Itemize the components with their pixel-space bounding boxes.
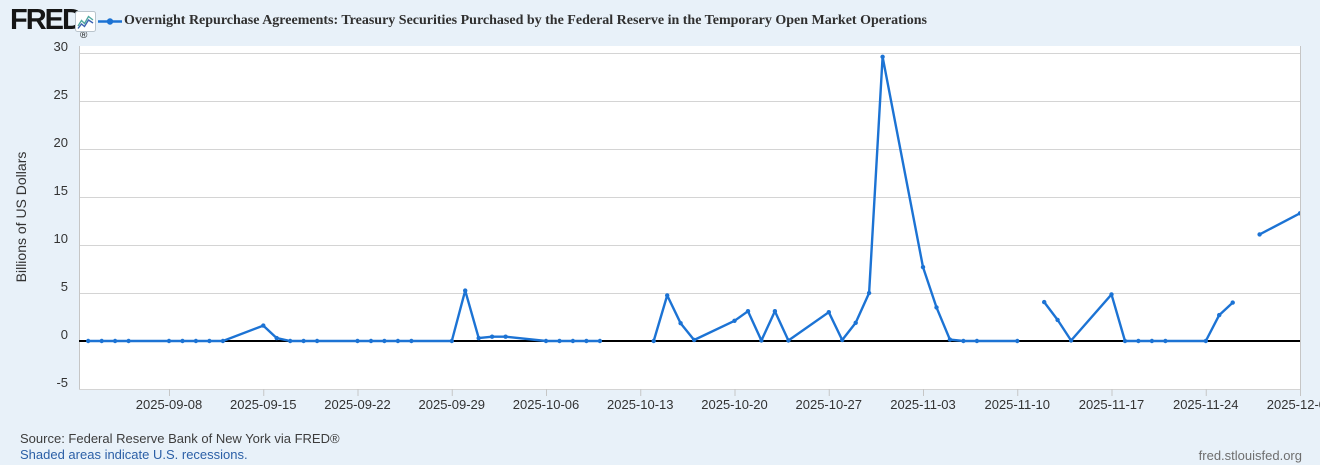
plot-area	[79, 46, 1300, 389]
svg-text:2025-11-10: 2025-11-10	[984, 397, 1050, 412]
svg-text:30: 30	[54, 39, 68, 54]
fred-logo-text: FRED	[10, 4, 83, 36]
svg-text:25: 25	[54, 87, 68, 102]
source-text: Source: Federal Reserve Bank of New York…	[20, 431, 340, 446]
recession-note-link[interactable]: Shaded areas indicate U.S. recessions.	[20, 447, 248, 462]
svg-text:2025-11-24: 2025-11-24	[1173, 397, 1239, 412]
svg-text:15: 15	[54, 183, 68, 198]
svg-text:0: 0	[61, 327, 68, 342]
sparkline-chart-icon	[75, 11, 96, 32]
svg-text:-5: -5	[56, 375, 68, 390]
svg-text:2025-09-15: 2025-09-15	[230, 397, 297, 412]
chart-title: Overnight Repurchase Agreements: Treasur…	[124, 13, 927, 28]
registered-mark: ®	[79, 30, 88, 41]
x-axis-tick-labels: 2025-09-08 2025-09-15 2025-09-22 2025-09-29…	[136, 389, 1320, 412]
svg-text:2025-12-01: 2025-12-01	[1267, 397, 1320, 412]
fred-url-link[interactable]: fred.stlouisfed.org	[1198, 448, 1302, 463]
svg-text:2025-09-22: 2025-09-22	[324, 397, 391, 412]
svg-text:2025-10-20: 2025-10-20	[701, 397, 768, 412]
svg-text:2025-09-08: 2025-09-08	[136, 397, 203, 412]
svg-text:2025-10-27: 2025-10-27	[796, 397, 863, 412]
svg-text:10: 10	[54, 231, 68, 246]
svg-text:2025-11-17: 2025-11-17	[1079, 397, 1145, 412]
svg-text:2025-09-29: 2025-09-29	[419, 397, 486, 412]
svg-text:2025-11-03: 2025-11-03	[890, 397, 956, 412]
fred-logo-link[interactable]: FRED®	[10, 4, 88, 43]
svg-text:2025-10-06: 2025-10-06	[513, 397, 580, 412]
svg-text:2025-10-13: 2025-10-13	[607, 397, 674, 412]
svg-text:20: 20	[54, 135, 68, 150]
series-legend-marker-icon	[98, 18, 122, 25]
y-axis-tick-labels: 30 25 20 15 10 5 0 -5	[54, 39, 68, 390]
y-axis-title: Billions of US Dollars	[13, 151, 29, 283]
series-line-overnight-repo	[86, 54, 1300, 344]
svg-text:5: 5	[61, 279, 68, 294]
